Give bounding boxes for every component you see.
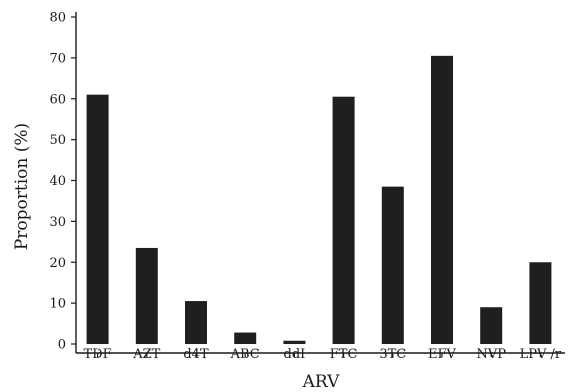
x-tick-label: d4T <box>183 347 209 362</box>
y-ticks-layer: 0 10 20 30 40 50 60 70 80 <box>49 11 76 353</box>
bar-nvp <box>480 307 503 344</box>
bar-abc <box>234 332 257 344</box>
y-tick-label: 80 <box>49 11 66 26</box>
bar-azt <box>135 247 158 344</box>
x-tick-label: ABC <box>230 347 260 362</box>
y-tick-label: 70 <box>49 51 66 66</box>
y-tick-label: 10 <box>49 297 66 312</box>
y-tick-label: 50 <box>49 133 66 148</box>
x-tick-label: EFV <box>428 347 457 362</box>
y-tick-label: 60 <box>49 92 66 107</box>
bars-layer <box>86 55 552 345</box>
x-tick-label: LPV /r <box>520 347 562 362</box>
x-tick-label: NVP <box>476 347 506 362</box>
bar-ftc <box>332 96 355 344</box>
y-tick-label: 30 <box>49 215 66 230</box>
bar-lpv-r <box>529 262 552 344</box>
x-tick-label: FTC <box>330 347 358 362</box>
bar-ddi <box>283 340 306 344</box>
bar-tdf <box>86 94 109 344</box>
x-ticks-layer: TDF AZT d4T ABC ddI FTC 3TC EFV NVP LPV /r <box>84 347 562 362</box>
x-tick-label: AZT <box>132 347 160 362</box>
x-tick-label: 3TC <box>379 347 406 362</box>
x-tick-label: ddI <box>284 347 306 362</box>
y-tick-label: 0 <box>58 338 66 353</box>
bar-3tc <box>381 186 404 344</box>
y-tick-label: 20 <box>49 256 66 271</box>
x-tick-label: TDF <box>84 347 112 362</box>
bar-d4t <box>185 301 207 344</box>
y-axis-title: Proportion (%) <box>12 123 32 250</box>
axes-layer <box>75 12 565 354</box>
x-axis-title: ARV <box>302 372 340 392</box>
bar-efv <box>431 55 453 345</box>
y-tick-label: 40 <box>49 174 66 189</box>
